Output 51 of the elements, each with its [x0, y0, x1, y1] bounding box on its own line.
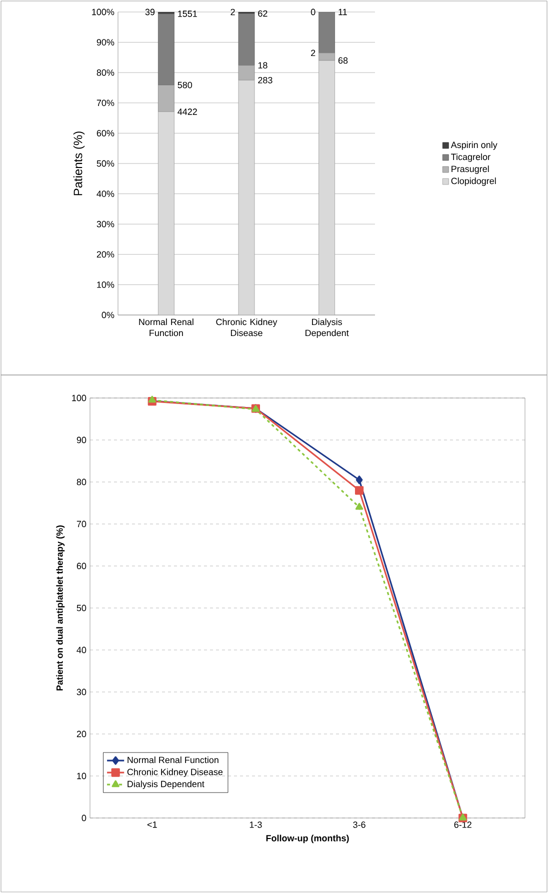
annotation: 18 — [258, 62, 268, 69]
legend-label: Ticagrelor — [451, 153, 490, 162]
y-tick-label: 50 — [76, 604, 86, 612]
y-tick-label: 80% — [96, 69, 114, 76]
y-tick-label: 100 — [72, 394, 86, 402]
legend-label: Normal Renal Function — [128, 756, 218, 764]
annotation: 11 — [338, 8, 347, 16]
y-tick-label: 60 — [76, 562, 86, 570]
legend-label: Aspirin only — [450, 141, 498, 150]
y-tick-label: 90 — [76, 436, 86, 444]
y-tick-label: 90% — [96, 39, 114, 46]
y-tick-label: 100% — [92, 8, 114, 16]
y-tick-label: 30 — [76, 688, 86, 696]
legend-label: Chronic Kidney Disease — [127, 768, 223, 777]
y-tick-label: 50% — [96, 160, 114, 167]
annotation: 580 — [178, 82, 192, 88]
x-tick-label: Dialysis Dependent — [306, 318, 349, 338]
y-tick-label: 0 — [82, 814, 86, 822]
y-tick-label: 60% — [96, 130, 114, 136]
annotation: 68 — [338, 57, 348, 64]
x-axis-title: Follow-up (months) — [266, 834, 349, 844]
y-tick-label: 40 — [76, 646, 86, 654]
x-tick-label: 3-6 — [353, 822, 366, 828]
annotation: 0 — [310, 8, 316, 16]
y-axis-title: Patient on dual antiplatelet therapy (%) — [56, 525, 65, 690]
y-tick-label: 20% — [96, 251, 114, 258]
annotation: 2 — [311, 50, 316, 56]
x-tick-label: Chronic Kidney Disease — [216, 318, 278, 336]
x-tick-label: Normal Renal Function — [139, 318, 194, 336]
y-tick-label: 10% — [97, 282, 114, 288]
annotation: 39 — [145, 8, 155, 16]
annotation: 4422 — [178, 108, 197, 115]
y-tick-label: 10 — [77, 772, 86, 780]
x-tick-label: 6-12 — [454, 822, 472, 828]
legend-label: Clopidogrel — [451, 178, 496, 186]
y-tick-label: 80 — [76, 478, 86, 486]
x-tick-label: 1-3 — [250, 822, 262, 828]
annotation: 62 — [258, 10, 268, 17]
y-tick-label: 70 — [76, 520, 86, 528]
y-tick-label: 30% — [96, 220, 114, 228]
legend-label: Prasugrel — [452, 165, 489, 174]
annotation: 1551 — [178, 10, 197, 17]
x-tick-label: <1 — [147, 822, 157, 828]
legend-label: Dialysis Dependent — [128, 780, 204, 789]
y-tick-label: 70% — [96, 100, 114, 106]
annotation: 2 — [230, 8, 235, 16]
y-tick-label: 0% — [102, 312, 114, 318]
y-tick-label: 20 — [76, 730, 86, 738]
y-tick-label: 40% — [96, 190, 114, 197]
y-axis-title: Patients (%) — [73, 132, 85, 196]
annotation: 283 — [258, 76, 272, 84]
